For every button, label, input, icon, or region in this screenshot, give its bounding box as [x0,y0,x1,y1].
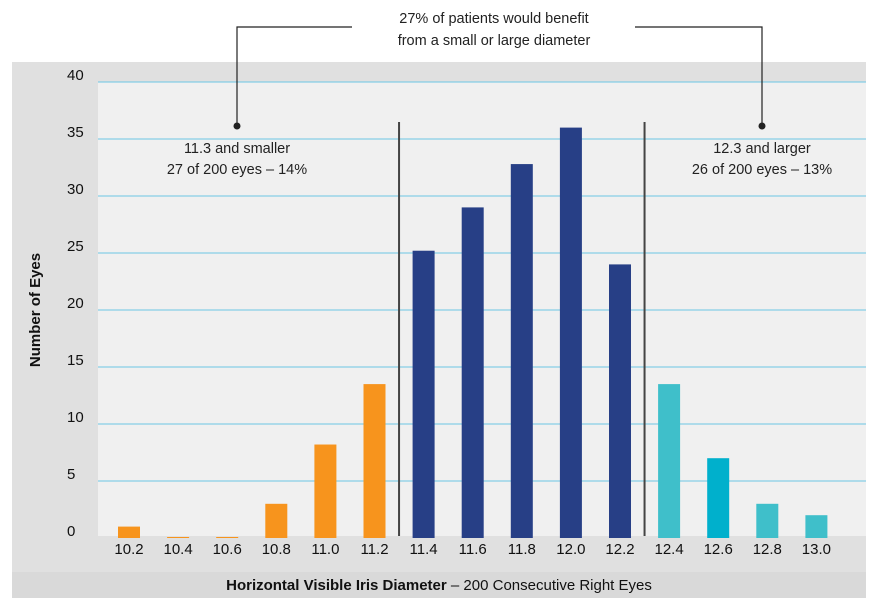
y-tick-label: 20 [67,295,84,312]
y-tick-label: 40 [67,67,84,84]
y-tick-label: 15 [67,352,84,369]
bar-12-6 [707,458,730,538]
bar-12-4 [658,384,681,538]
x-axis-title-bold: Horizontal Visible Iris Diameter [226,577,447,594]
category-label: 11.0 [311,541,339,558]
category-labels: 10.2 10.4 10.6 10.8 11.0 11.2 11.4 11.6 11.8 12.0… [114,541,831,558]
annotation-top-line1: 27% of patients would benefit [399,11,588,27]
category-label: 12.0 [556,541,585,558]
bars [118,127,828,538]
bar-11-8 [510,164,533,538]
category-label: 10.4 [163,541,192,558]
category-label: 10.6 [213,541,242,558]
callout-dot-left [233,122,241,130]
bar-11-4 [412,250,435,538]
bar-13-0 [805,515,828,538]
bar-10-2 [118,526,140,538]
bar-10-8 [265,503,288,538]
x-title-band [12,572,866,598]
bar-12-2 [609,264,631,538]
y-tick-labels: 0 5 10 15 20 25 30 35 40 [67,67,84,540]
bar-10-6 [216,537,239,538]
bar-10-4 [167,537,190,538]
category-label: 11.4 [410,541,438,558]
category-label: 13.0 [802,541,831,558]
callout-bracket-right [635,26,763,126]
annotation-left-line1: 11.3 and smaller [184,141,290,157]
annotation-right-line1: 12.3 and larger [713,141,811,157]
y-tick-label: 0 [67,523,75,540]
annotation-left-line2: 27 of 200 eyes – 14% [167,162,307,178]
y-tick-label: 25 [67,238,84,255]
category-label: 10.2 [114,541,143,558]
y-tick-label: 35 [67,124,84,141]
y-tick-label: 10 [67,409,84,426]
bar-12-0 [559,127,582,538]
category-label: 11.8 [508,541,536,558]
bar-11-6 [461,207,484,538]
x-axis-title: Horizontal Visible Iris Diameter – 200 C… [226,577,652,594]
category-label: 12.6 [704,541,733,558]
y-tick-label: 5 [67,466,75,483]
annotation-right-line2: 26 of 200 eyes – 13% [692,162,832,178]
bar-11-2 [363,384,386,538]
category-label: 11.2 [360,541,388,558]
y-tick-label: 30 [67,181,84,198]
callout-bracket-left [236,26,352,126]
bar-12-8 [756,503,779,538]
y-axis-label: Number of Eyes [27,253,44,367]
category-label: 12.8 [753,541,782,558]
category-label: 12.2 [605,541,634,558]
annotation-top-line2: from a small or large diameter [398,33,591,49]
category-label: 11.6 [459,541,487,558]
category-label: 12.4 [654,541,683,558]
x-axis-title-rest: – 200 Consecutive Right Eyes [447,577,652,594]
bar-11-0 [314,444,337,538]
callout-dot-right [758,122,766,130]
category-label: 10.8 [262,541,291,558]
